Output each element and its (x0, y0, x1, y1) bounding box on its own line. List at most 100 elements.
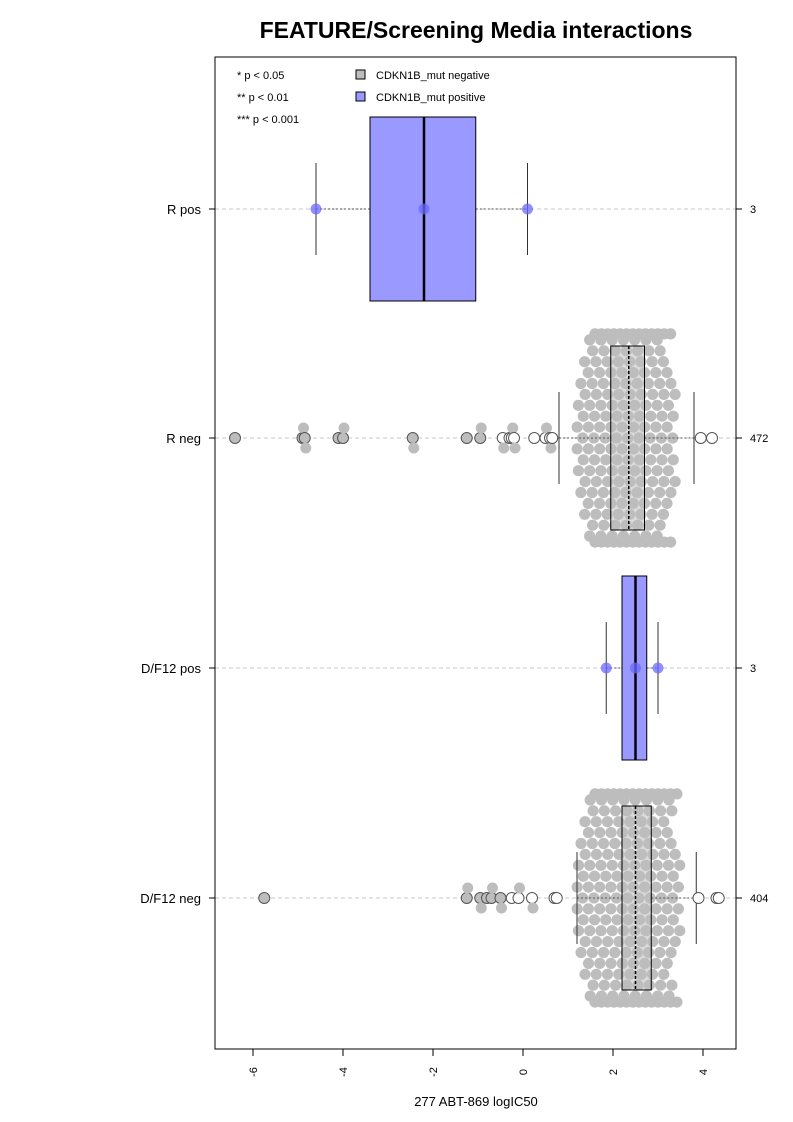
swarm-point (665, 377, 677, 390)
swarm-point (598, 345, 610, 357)
swarm-point (643, 519, 655, 531)
swarm-point (584, 859, 596, 871)
swarm-point (611, 870, 623, 882)
swarm-point (575, 486, 587, 499)
swarm-point (656, 870, 668, 882)
swarm-point (579, 356, 591, 368)
swarm-point (577, 870, 589, 882)
swarm-point (671, 996, 683, 1008)
box-r-neg (610, 345, 645, 531)
swarm-point (577, 432, 589, 444)
swarm-point (656, 454, 668, 466)
outlier-point (460, 892, 473, 904)
outlier-point (258, 892, 271, 904)
swarm-point (590, 388, 602, 400)
data-point (630, 662, 641, 674)
outlier-point (474, 432, 487, 444)
swarm-point (605, 827, 617, 839)
x-axis-label: 277 ABT-869 logIC50 (414, 1094, 538, 1109)
swarm-point (587, 805, 599, 817)
swarm-point (594, 827, 606, 839)
swarm-point (579, 476, 591, 488)
swarm-point (666, 805, 678, 817)
swarm-point (674, 925, 686, 937)
swarm-point (586, 486, 598, 499)
swarm-point (658, 968, 670, 980)
swarm-point (595, 925, 607, 937)
swarm-point (594, 443, 606, 455)
swarm-point (662, 925, 675, 937)
swarm-point (586, 377, 598, 390)
swarm-point (650, 903, 662, 915)
group-count: 3 (750, 204, 756, 216)
outlier-point (550, 892, 563, 904)
swarm-point (654, 805, 667, 817)
swarm-point (509, 442, 521, 454)
swarm-point (597, 946, 610, 959)
swarm-point (654, 345, 666, 357)
outlier-point (712, 892, 725, 904)
swarm-point (582, 443, 595, 455)
swarm-point (588, 914, 601, 926)
data-point (418, 203, 430, 215)
x-tick-label: 0 (518, 1069, 530, 1075)
swarm-point (667, 870, 679, 882)
swarm-point (667, 454, 679, 466)
outlier-point (692, 892, 705, 904)
swarm-point (650, 421, 662, 433)
swarm-point (584, 399, 596, 411)
outlier-point (298, 432, 311, 444)
swarm-point (579, 508, 591, 520)
data-point (600, 662, 612, 674)
swarm-point (572, 465, 585, 477)
data-point (652, 662, 664, 674)
swarm-point (496, 902, 507, 914)
swarm-point (588, 870, 601, 882)
swarm-point (654, 486, 666, 499)
swarm-point (408, 442, 420, 454)
swarm-point (498, 442, 510, 454)
swarm-point (654, 979, 667, 991)
swarm-point (487, 882, 498, 894)
outlier-point (494, 892, 507, 904)
swarm-point (667, 914, 679, 926)
swarm-point (658, 816, 670, 828)
swarm-point (661, 497, 673, 509)
legend-label: CDKN1B_mut negative (376, 70, 490, 82)
group-count: 472 (750, 433, 768, 445)
swarm-point (658, 848, 670, 861)
swarm-point (674, 859, 686, 871)
swarm-point (594, 881, 606, 893)
swarm-point (651, 399, 663, 411)
swarm-point (658, 388, 670, 400)
swarm-point (654, 519, 666, 531)
group-label: D/F12 neg (140, 891, 201, 906)
swarm-point (661, 827, 673, 839)
swarm-point (651, 925, 663, 937)
swarm-point (572, 925, 585, 937)
swarm-point (597, 377, 610, 390)
swarm-point (650, 957, 662, 970)
outlier-point (512, 892, 525, 904)
swarm-point (507, 422, 519, 434)
swarm-point (646, 508, 658, 520)
swarm-point (647, 476, 659, 488)
swarm-point (656, 914, 668, 926)
swarm-point (598, 979, 610, 991)
swarm-point (605, 903, 617, 915)
swarm-point (584, 925, 596, 937)
swarm-point (611, 914, 623, 926)
legend-swatch (355, 91, 366, 102)
swarm-point (605, 881, 617, 893)
swarm-point (338, 422, 350, 434)
swarm-point (665, 946, 677, 959)
swarm-point (582, 367, 594, 379)
swarm-point (654, 837, 666, 850)
swarm-point (582, 957, 595, 970)
swarm-point (671, 788, 683, 800)
swarm-point (602, 848, 614, 861)
swarm-point (597, 486, 610, 499)
swarm-point (642, 377, 655, 390)
data-point (522, 203, 533, 215)
